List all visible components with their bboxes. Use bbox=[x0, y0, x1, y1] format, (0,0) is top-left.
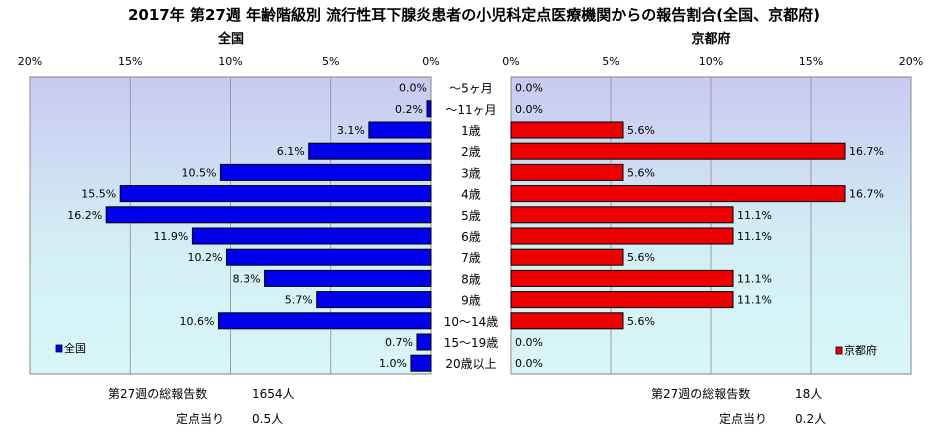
right-x-tick-label: 0% bbox=[502, 55, 519, 68]
left-bar-value-label: 3.1% bbox=[337, 124, 365, 137]
left-panel-title: 全国 bbox=[217, 31, 244, 47]
left-bar[interactable] bbox=[219, 163, 432, 181]
left-bar-value-label: 10.6% bbox=[180, 315, 215, 328]
right-bar-value-label: 16.7% bbox=[849, 188, 884, 201]
right-bar[interactable] bbox=[510, 269, 734, 287]
category-label: 1歳 bbox=[461, 124, 481, 138]
right-bar-value-label: 0.0% bbox=[515, 357, 543, 370]
right-legend-label: 京都府 bbox=[844, 343, 877, 357]
left-x-tick-label: 15% bbox=[118, 55, 142, 68]
left-per-label: 定点当り bbox=[176, 411, 224, 426]
right-x-tick-label: 5% bbox=[602, 55, 619, 68]
right-bar[interactable] bbox=[510, 121, 624, 139]
left-bar-value-label: 1.0% bbox=[379, 357, 407, 370]
left-bar[interactable] bbox=[225, 248, 432, 266]
left-x-tick-label: 10% bbox=[218, 55, 242, 68]
right-x-tick-label: 10% bbox=[699, 55, 723, 68]
left-legend-label: 全国 bbox=[64, 341, 86, 355]
left-bar-value-label: 0.0% bbox=[399, 82, 427, 95]
right-total-value: 18人 bbox=[795, 387, 822, 401]
category-label: 10～14歳 bbox=[444, 315, 499, 329]
category-label: ～5ヶ月 bbox=[449, 82, 493, 96]
left-bar-value-label: 11.9% bbox=[153, 230, 188, 243]
right-bar-value-label: 0.0% bbox=[515, 336, 543, 349]
right-per-value: 0.2人 bbox=[795, 412, 826, 426]
left-bar[interactable] bbox=[191, 227, 432, 245]
right-x-tick-label: 15% bbox=[799, 55, 823, 68]
right-bar[interactable] bbox=[510, 312, 624, 330]
right-x-tick-label: 20% bbox=[899, 55, 923, 68]
left-bar-value-label: 0.2% bbox=[395, 103, 423, 116]
right-bar-value-label: 5.6% bbox=[627, 166, 655, 179]
left-legend-swatch bbox=[55, 344, 63, 353]
right-bar[interactable] bbox=[510, 206, 734, 224]
left-bar[interactable] bbox=[308, 142, 432, 160]
left-bar-value-label: 15.5% bbox=[81, 188, 116, 201]
right-bar-value-label: 5.6% bbox=[627, 124, 655, 137]
right-total-label: 第27週の総報告数 bbox=[651, 386, 750, 401]
chart-title: 2017年 第27週 年齢階級別 流行性耳下腺炎患者の小児科定点医療機関からの報… bbox=[128, 6, 820, 24]
right-bar-value-label: 0.0% bbox=[515, 82, 543, 95]
right-panel-title: 京都府 bbox=[691, 31, 730, 47]
left-bar[interactable] bbox=[426, 100, 432, 118]
category-label: 6歳 bbox=[461, 230, 481, 244]
category-label: 15～19歳 bbox=[444, 336, 499, 350]
left-total-label: 第27週の総報告数 bbox=[108, 386, 207, 401]
right-legend-swatch bbox=[835, 346, 843, 355]
left-bar[interactable] bbox=[410, 354, 432, 372]
left-bar[interactable] bbox=[316, 291, 432, 309]
left-bar[interactable] bbox=[217, 312, 432, 330]
right-bar[interactable] bbox=[510, 291, 734, 309]
right-bar[interactable] bbox=[510, 248, 624, 266]
left-bar-value-label: 5.7% bbox=[285, 294, 313, 307]
category-label: 5歳 bbox=[461, 209, 481, 223]
right-bar-value-label: 11.1% bbox=[737, 209, 772, 222]
category-label: 8歳 bbox=[461, 272, 481, 286]
left-per-value: 0.5人 bbox=[252, 412, 283, 426]
right-bar-value-label: 0.0% bbox=[515, 103, 543, 116]
left-total-value: 1654人 bbox=[252, 387, 295, 401]
left-bar[interactable] bbox=[119, 185, 432, 203]
right-bar[interactable] bbox=[510, 185, 846, 203]
left-bar-value-label: 6.1% bbox=[277, 145, 305, 158]
right-bar-value-label: 5.6% bbox=[627, 315, 655, 328]
category-label: 3歳 bbox=[461, 166, 481, 180]
left-bar-value-label: 10.5% bbox=[182, 166, 217, 179]
right-bar-value-label: 16.7% bbox=[849, 145, 884, 158]
left-bar[interactable] bbox=[105, 206, 432, 224]
category-label: ～11ヶ月 bbox=[445, 103, 496, 117]
category-label: 4歳 bbox=[461, 188, 481, 202]
right-bar-value-label: 5.6% bbox=[627, 251, 655, 264]
left-bar-value-label: 0.7% bbox=[385, 336, 413, 349]
right-per-label: 定点当り bbox=[719, 411, 767, 426]
category-label: 9歳 bbox=[461, 294, 481, 308]
left-bar-value-label: 16.2% bbox=[67, 209, 102, 222]
left-bar-value-label: 10.2% bbox=[188, 251, 223, 264]
left-bar[interactable] bbox=[264, 269, 432, 287]
left-x-tick-label: 20% bbox=[18, 55, 42, 68]
category-label: 20歳以上 bbox=[445, 357, 496, 371]
right-bar[interactable] bbox=[510, 163, 624, 181]
right-bar-value-label: 11.1% bbox=[737, 230, 772, 243]
right-bar-value-label: 11.1% bbox=[737, 294, 772, 307]
right-bar[interactable] bbox=[510, 227, 734, 245]
left-bar[interactable] bbox=[416, 333, 432, 351]
left-x-tick-label: 0% bbox=[422, 55, 439, 68]
left-x-tick-label: 5% bbox=[322, 55, 339, 68]
right-bar-value-label: 11.1% bbox=[737, 272, 772, 285]
left-bar[interactable] bbox=[368, 121, 432, 139]
category-label: 2歳 bbox=[461, 145, 481, 159]
right-bar[interactable] bbox=[510, 142, 846, 160]
left-bar-value-label: 8.3% bbox=[233, 272, 261, 285]
category-label: 7歳 bbox=[461, 251, 481, 265]
